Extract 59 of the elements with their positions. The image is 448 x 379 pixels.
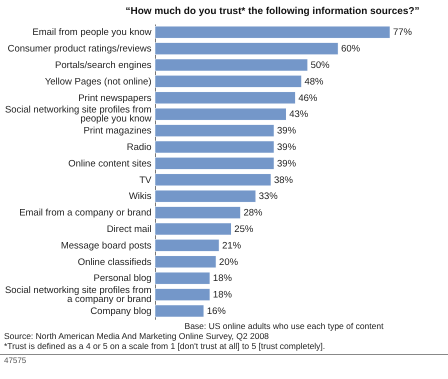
y-tick-label: Online content sites — [68, 158, 152, 170]
data-label: 21% — [222, 240, 242, 252]
data-label: 28% — [243, 208, 264, 219]
text: 47575 — [0, 354, 448, 368]
data-label: 16% — [206, 306, 226, 317]
data-label: 77% — [392, 27, 413, 38]
y-tick-label: Radio — [126, 142, 152, 153]
bar — [154, 222, 232, 236]
y-tick-label: Social networking site profiles from a company or brand — [4, 285, 152, 306]
data-label: 20% — [219, 256, 239, 268]
source-note: Source: North American Media And Marketing Online Survey, Q2 2008 — [3, 331, 270, 342]
data-label: 39% — [277, 126, 297, 137]
bar — [154, 26, 390, 38]
bar — [154, 42, 338, 55]
y-tick-label: Direct mail — [106, 224, 152, 235]
y-tick-label: Wikis — [128, 191, 152, 202]
data-label: 43% — [289, 109, 309, 120]
data-label: 25% — [234, 224, 254, 235]
bar — [154, 157, 274, 170]
data-label: 18% — [212, 273, 232, 284]
bar — [154, 206, 241, 219]
bar — [154, 92, 296, 104]
y-tick-label: Message board posts — [60, 240, 152, 252]
bar — [154, 256, 216, 268]
y-tick-label: Social networking site profiles from people you know — [4, 104, 152, 125]
y-tick-label: TV — [139, 174, 152, 186]
bar — [154, 239, 220, 252]
data-label: 46% — [298, 92, 318, 104]
y-tick-label: Email from people you know — [32, 27, 152, 38]
bar — [154, 140, 274, 154]
data-label: 48% — [304, 76, 324, 88]
y-tick-label: Print newspapers — [78, 92, 152, 104]
text: *Trust is defined as a 4 or 5 on a scale from 1 [don't trust at all] to 5 [trust completely]. — [3, 341, 326, 352]
bar — [154, 288, 210, 301]
bar — [154, 108, 286, 120]
bar — [154, 190, 256, 202]
text: Base: US online adults who use each type of content — [184, 321, 384, 332]
y-tick-label: Portals/search engines — [55, 60, 152, 71]
bar — [154, 174, 272, 186]
bar — [154, 272, 210, 284]
data-label: 60% — [341, 44, 361, 55]
data-label: 50% — [310, 60, 330, 71]
bar — [154, 304, 204, 318]
y-tick-label: Personal blog — [94, 273, 152, 284]
data-label: 38% — [274, 174, 294, 186]
bar — [154, 58, 308, 72]
data-label: 33% — [258, 191, 278, 202]
bar — [154, 75, 302, 88]
data-label: 18% — [212, 290, 232, 301]
data-label: 39% — [277, 142, 297, 153]
chart-title: “How much do you trust* the following information sources?” — [126, 6, 420, 17]
y-tick-label: Email from a company or brand — [19, 208, 152, 219]
bar — [154, 124, 274, 137]
y-tick-label: Company blog — [90, 306, 152, 317]
y-tick-label: Consumer product ratings/reviews — [8, 44, 152, 55]
data-label: 39% — [277, 158, 297, 170]
y-tick-label: Print magazines — [83, 126, 152, 137]
y-tick-label: Yellow Pages (not online) — [44, 76, 152, 88]
y-tick-label: Online classifieds — [78, 256, 152, 268]
